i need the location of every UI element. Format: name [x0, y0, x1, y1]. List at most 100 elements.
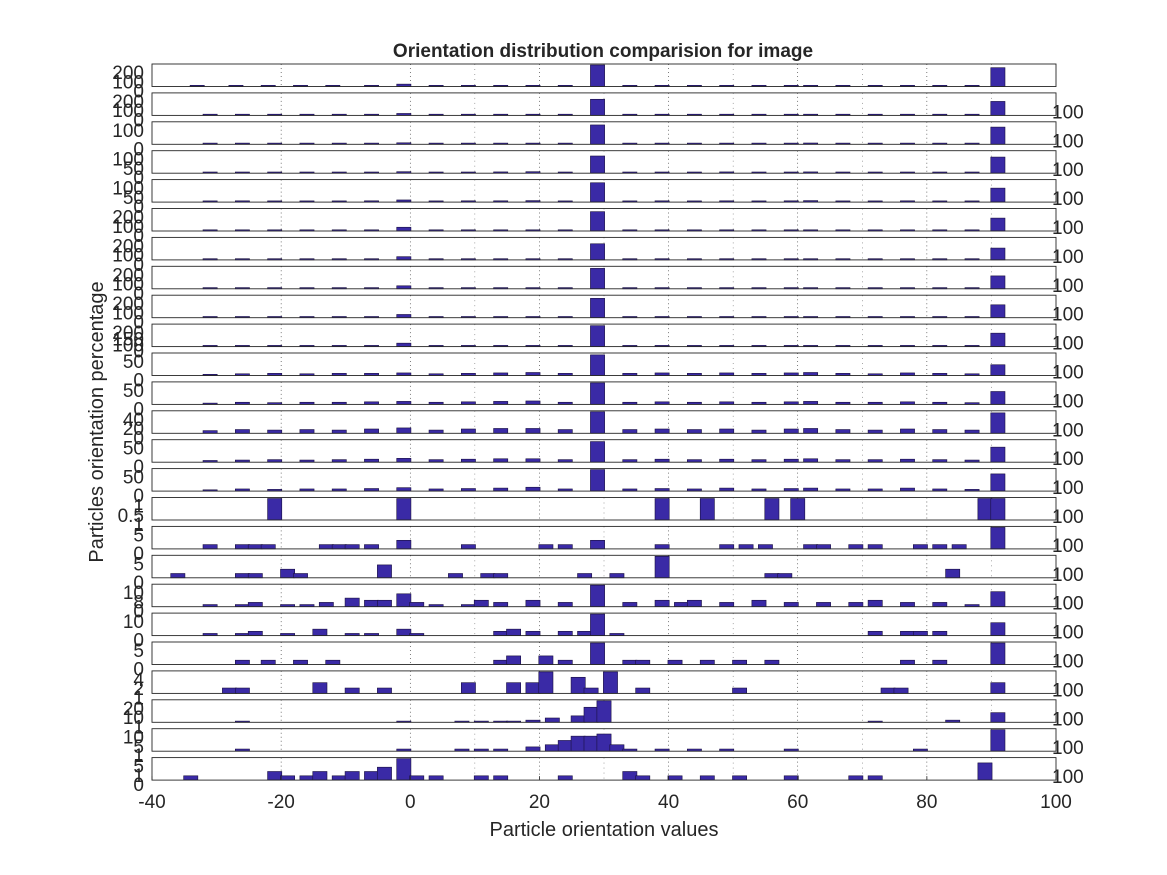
bar: [590, 325, 605, 347]
y-tick-label: 0: [133, 544, 144, 565]
y-tick-label: 0: [133, 602, 144, 623]
y-tick-label: 200: [112, 92, 144, 113]
y-tick-label: 0: [133, 573, 144, 594]
bar: [867, 599, 883, 607]
y-tick-label: 1: [133, 497, 144, 518]
bar: [525, 458, 541, 463]
subplot-axes-box: [151, 728, 1057, 752]
bar: [396, 285, 412, 290]
bar: [312, 628, 328, 636]
bar: [222, 687, 237, 694]
bar: [900, 487, 915, 492]
bar: [590, 211, 605, 232]
x-tick-label: 80: [916, 792, 937, 813]
y-tick-label: 100: [112, 101, 144, 122]
bar: [783, 458, 799, 463]
bar: [790, 498, 806, 521]
y-tick-label: 50: [123, 188, 144, 209]
y-tick-label: 0: [133, 399, 144, 420]
x-tick-label: 40: [658, 792, 679, 813]
subplot-axes-box: [151, 670, 1057, 694]
y-tick-label: 10: [123, 708, 144, 729]
bar: [590, 411, 605, 434]
y-tick-label: 0: [133, 313, 144, 334]
bar: [396, 487, 412, 492]
y-tick-label: 10: [123, 612, 144, 633]
bar: [234, 573, 250, 579]
bar: [803, 487, 819, 492]
y-tick-label: 150: [112, 329, 144, 350]
bar: [654, 544, 670, 550]
y-tick-label: 1: [133, 717, 144, 738]
subplot-axes-box: [151, 439, 1057, 463]
bar: [299, 775, 315, 781]
bar: [344, 597, 360, 607]
y-tick-label: 0: [133, 457, 144, 478]
y-tick-label: 0: [133, 660, 144, 681]
bar: [377, 599, 392, 607]
subplot-axes-box: [151, 381, 1057, 405]
subplot-axes-box: [151, 294, 1057, 319]
bar: [654, 428, 670, 434]
bar: [396, 593, 412, 607]
y-tick-label: 20: [123, 699, 144, 720]
y-tick-label: 100: [112, 303, 144, 324]
bar: [977, 762, 993, 781]
y-tick-label: 1: [133, 746, 144, 767]
y-tick-label: 2: [133, 679, 144, 700]
bar: [622, 659, 638, 665]
bar: [732, 775, 748, 781]
bar: [635, 687, 651, 694]
bar: [990, 682, 1006, 694]
y-tick-label: 0: [133, 631, 144, 652]
bar: [557, 630, 573, 636]
bar: [783, 775, 799, 781]
subplot-axes-box: [151, 525, 1057, 550]
bar: [867, 775, 883, 781]
bar: [900, 602, 915, 608]
bar: [880, 687, 896, 694]
bar: [583, 706, 599, 723]
bar: [764, 498, 780, 521]
y-tick-label: 0: [133, 139, 144, 160]
bar: [848, 544, 864, 550]
y-tick-label: 200: [112, 63, 144, 84]
bar: [990, 126, 1006, 145]
bar: [557, 544, 573, 550]
bar: [267, 429, 283, 434]
subplot-background: [152, 497, 1056, 520]
y-tick-label: 100: [112, 217, 144, 238]
subplot-20: 100 100: [123, 612, 1084, 652]
bar: [525, 599, 541, 607]
bar: [364, 428, 379, 434]
bar: [590, 441, 605, 463]
bar: [912, 544, 928, 550]
y-tick-label: 0: [133, 428, 144, 449]
bar: [590, 584, 605, 608]
y-tick-label: 100: [112, 246, 144, 267]
y-tick-label: 100: [112, 179, 144, 200]
x-tick-label-clipped: 100: [1052, 334, 1084, 355]
bar: [396, 226, 412, 232]
subplot-axes-box: [151, 641, 1057, 665]
y-tick-label: 5: [133, 641, 144, 662]
y-tick-label: 1: [133, 515, 144, 536]
x-tick-label-clipped: 100: [1052, 767, 1084, 788]
bar: [202, 544, 218, 550]
y-tick-label: 0: [133, 342, 144, 363]
y-tick-label: 20: [123, 419, 144, 440]
bar: [396, 401, 412, 405]
subplot-axes-box: [151, 208, 1057, 232]
bar: [590, 469, 605, 492]
y-tick-label: 4: [133, 670, 144, 691]
bar: [396, 256, 412, 261]
bar: [428, 429, 444, 434]
bar: [803, 372, 819, 376]
x-tick-label-clipped: 100: [1052, 536, 1084, 557]
x-tick-label: 100: [1040, 792, 1072, 813]
bar: [990, 332, 1006, 347]
x-tick-label-clipped: 100: [1052, 189, 1084, 210]
bar: [816, 544, 831, 550]
